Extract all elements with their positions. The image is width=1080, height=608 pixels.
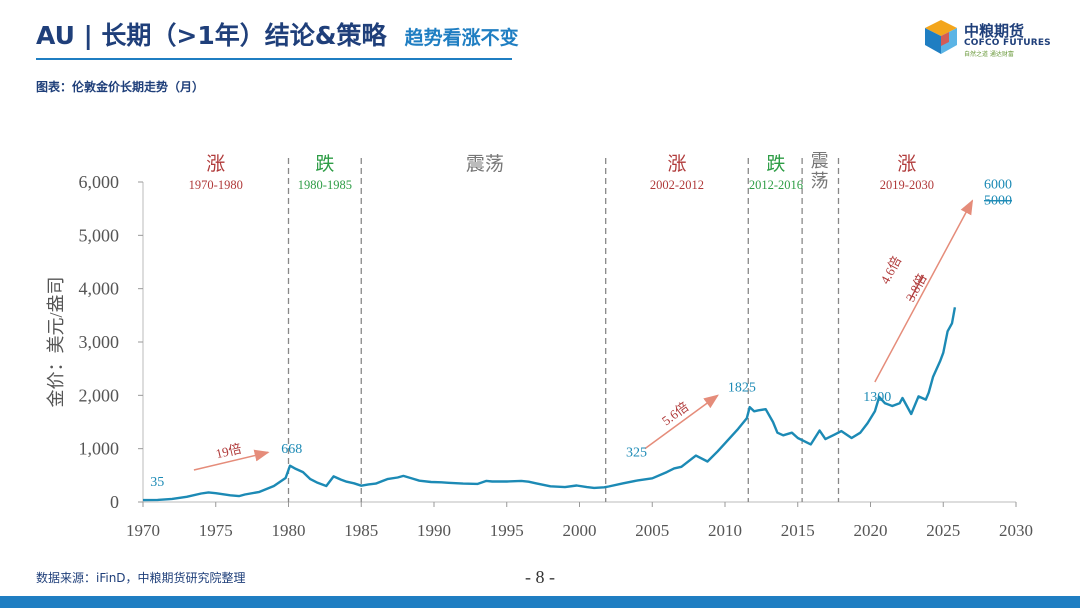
cube-logo-icon [925, 20, 957, 54]
period-label: 跌 [766, 153, 785, 175]
period-label: 涨 [897, 153, 916, 175]
logo-slogan: 自然之道 通达财富 [964, 51, 1014, 58]
growth-multiple: 19倍 [214, 441, 243, 462]
x-tick-label: 2005 [635, 521, 669, 540]
period-label: 荡 [811, 171, 829, 192]
growth-arrow [193, 449, 270, 471]
y-tick-label: 2,000 [79, 385, 120, 405]
x-tick-label: 2015 [781, 521, 815, 540]
x-tick-label: 1985 [344, 521, 378, 540]
period-label: 涨 [206, 153, 225, 175]
price-line [142, 307, 957, 502]
footer-bar [0, 596, 1080, 608]
y-axis-label: 金价：美元/盎司 [46, 276, 66, 407]
x-tick-label: 1990 [417, 521, 451, 540]
period-range: 2002-2012 [650, 178, 704, 192]
x-tick-label: 2020 [854, 521, 888, 540]
company-logo: 中粮期货 COFCO FUTURES 自然之道 通达财富 [922, 18, 1052, 58]
price-annotation: 1300 [863, 390, 891, 405]
y-tick-label: 1,000 [79, 439, 120, 459]
title-underline [36, 58, 512, 60]
x-tick-label: 1970 [126, 521, 160, 540]
page-title: AU | 长期（>1年）结论&策略 [36, 21, 387, 50]
period-range: 2019-2030 [880, 178, 934, 192]
data-source: 数据来源：iFinD，中粮期货研究院整理 [36, 571, 246, 585]
period-label: 震荡 [466, 153, 504, 175]
y-tick-label: 6,000 [79, 172, 120, 192]
growth-multiple: 5.6倍 [659, 399, 691, 428]
period-range: 1980-1985 [298, 178, 352, 192]
logo-name-cn: 中粮期货 [964, 22, 1025, 40]
period-label: 跌 [315, 153, 334, 175]
growth-multiple: 4.6倍 [877, 254, 904, 287]
price-annotation: 35 [150, 475, 164, 490]
y-tick-label: 5,000 [79, 225, 120, 245]
y-tick-label: 3,000 [79, 332, 120, 352]
x-tick-label: 1995 [490, 521, 524, 540]
price-annotation: 668 [281, 442, 302, 457]
price-annotation: 6000 [984, 177, 1012, 192]
page-number: - 8 - [525, 567, 555, 587]
period-range: 1970-1980 [189, 178, 243, 192]
price-annotation: 325 [626, 446, 647, 461]
page-subtitle: 趋势看涨不变 [404, 27, 519, 49]
period-label: 涨 [667, 153, 686, 175]
price-annotation: 5000 [984, 193, 1012, 208]
x-tick-label: 1975 [199, 521, 233, 540]
y-tick-label: 4,000 [79, 279, 120, 299]
x-tick-label: 2000 [563, 521, 597, 540]
y-tick-label: 0 [110, 492, 119, 512]
x-tick-label: 2010 [708, 521, 742, 540]
period-label: 震 [811, 151, 829, 172]
growth-arrow [874, 199, 974, 383]
x-tick-label: 2030 [999, 521, 1033, 540]
price-annotation: 1825 [728, 381, 756, 396]
logo-name-en: COFCO FUTURES [964, 38, 1051, 48]
chart-caption: 图表：伦敦金价长期走势（月） [36, 80, 205, 94]
period-range: 2012-2016 [749, 178, 803, 192]
x-tick-label: 2025 [926, 521, 960, 540]
growth-arrow [644, 394, 719, 450]
title-bar: AU | 长期（>1年）结论&策略 趋势看涨不变 [36, 16, 519, 56]
x-tick-label: 1980 [272, 521, 306, 540]
